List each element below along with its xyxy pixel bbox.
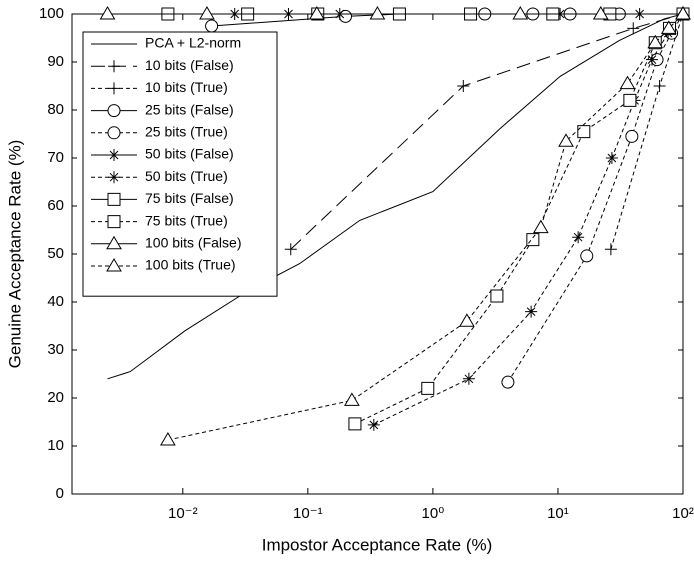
marker bbox=[199, 6, 215, 20]
marker bbox=[106, 235, 122, 250]
marker bbox=[501, 375, 515, 389]
legend-label: 100 bits (False) bbox=[145, 235, 241, 251]
x-tick-label: 10² bbox=[672, 505, 694, 522]
marker bbox=[675, 6, 691, 20]
marker bbox=[572, 231, 585, 244]
marker bbox=[107, 215, 121, 229]
y-tick-label: 40 bbox=[47, 293, 64, 310]
marker bbox=[592, 6, 609, 20]
series-line bbox=[507, 13, 684, 383]
marker bbox=[308, 6, 325, 20]
marker bbox=[580, 249, 594, 263]
x-axis-label: Impostor Acceptance Rate (%) bbox=[262, 535, 493, 554]
marker bbox=[526, 233, 540, 247]
marker bbox=[512, 6, 529, 20]
y-tick-label: 80 bbox=[47, 101, 64, 118]
marker bbox=[107, 104, 121, 118]
marker bbox=[627, 22, 640, 35]
marker bbox=[647, 34, 664, 49]
legend-label: PCA + L2-norm bbox=[145, 35, 241, 51]
x-tick-label: 10⁰ bbox=[422, 505, 445, 522]
marker bbox=[421, 381, 435, 395]
marker bbox=[660, 20, 677, 34]
series-line bbox=[290, 13, 684, 250]
marker bbox=[558, 133, 574, 147]
marker bbox=[108, 60, 120, 73]
marker bbox=[108, 171, 120, 184]
marker bbox=[348, 417, 362, 431]
y-tick-label: 100 bbox=[39, 5, 64, 22]
series-line bbox=[354, 13, 684, 425]
marker bbox=[369, 6, 386, 20]
marker bbox=[457, 80, 470, 92]
marker bbox=[108, 82, 120, 95]
y-tick-label: 60 bbox=[47, 197, 64, 214]
marker bbox=[344, 392, 360, 406]
marker bbox=[107, 126, 121, 140]
y-tick-label: 0 bbox=[56, 485, 64, 502]
x-tick-label: 10⁻¹ bbox=[293, 505, 323, 522]
marker bbox=[107, 192, 121, 206]
marker bbox=[604, 243, 617, 256]
marker bbox=[205, 19, 219, 33]
x-tick-label: 10¹ bbox=[547, 505, 569, 522]
y-axis-label: Genuine Acceptance Rate (%) bbox=[5, 140, 24, 369]
legend-label: 10 bits (False) bbox=[145, 57, 234, 73]
legend-label: 10 bits (True) bbox=[145, 79, 228, 95]
y-tick-label: 90 bbox=[47, 53, 64, 70]
y-tick-label: 20 bbox=[47, 389, 64, 406]
y-tick-label: 50 bbox=[47, 245, 64, 262]
legend-box bbox=[82, 31, 278, 297]
marker bbox=[106, 258, 122, 272]
legend-label: 75 bits (False) bbox=[145, 190, 234, 206]
legend-label: 100 bits (True) bbox=[145, 257, 236, 273]
legend-label: 75 bits (True) bbox=[145, 212, 228, 228]
y-tick-label: 30 bbox=[47, 341, 64, 358]
marker bbox=[490, 289, 504, 303]
x-tick-label: 10⁻² bbox=[168, 505, 198, 522]
y-tick-label: 70 bbox=[47, 149, 64, 166]
legend-label: 25 bits (False) bbox=[145, 101, 234, 117]
marker bbox=[645, 53, 658, 66]
legend-label: 25 bits (True) bbox=[145, 124, 228, 140]
marker bbox=[525, 305, 538, 318]
legend-label: 50 bits (False) bbox=[145, 146, 234, 162]
marker bbox=[577, 125, 591, 139]
marker bbox=[532, 219, 549, 234]
marker bbox=[160, 432, 176, 446]
y-tick-label: 10 bbox=[47, 437, 64, 454]
marker bbox=[284, 243, 297, 256]
legend: PCA + L2-norm 10 bits (False) 10 bits (Tru… bbox=[82, 31, 278, 297]
series-line bbox=[107, 13, 684, 380]
marker bbox=[623, 93, 637, 107]
marker bbox=[619, 75, 636, 90]
marker bbox=[625, 129, 639, 143]
series-line bbox=[610, 13, 684, 250]
marker bbox=[99, 6, 116, 20]
legend-label: 50 bits (True) bbox=[145, 168, 228, 184]
marker bbox=[367, 418, 380, 431]
marker bbox=[462, 372, 475, 385]
series-line bbox=[373, 13, 684, 426]
series-line bbox=[167, 13, 684, 441]
marker bbox=[108, 149, 120, 161]
marker bbox=[653, 80, 666, 92]
marker bbox=[605, 152, 618, 164]
marker bbox=[459, 313, 475, 327]
